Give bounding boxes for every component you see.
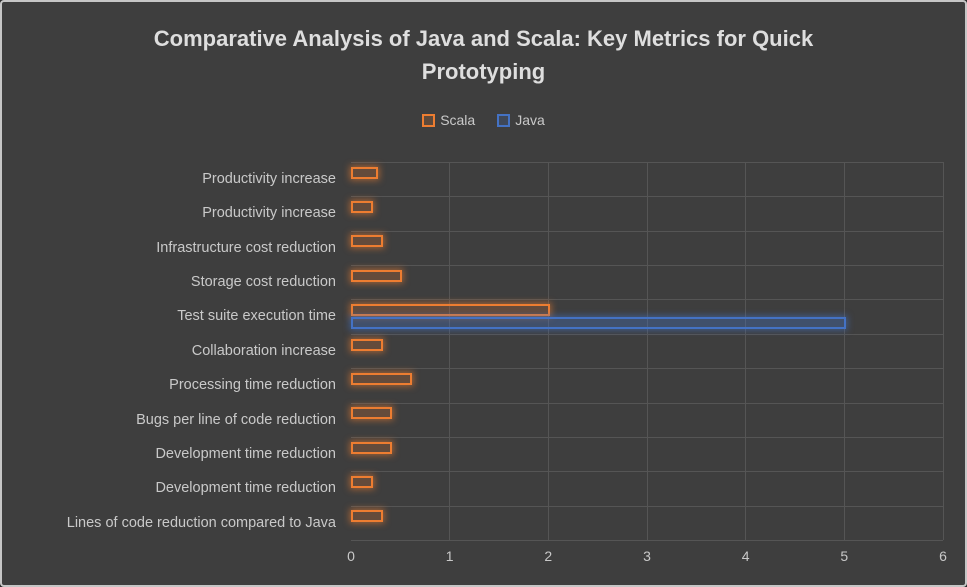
- x-tick-label: 3: [643, 548, 651, 564]
- category-label: Development time reduction: [155, 445, 336, 462]
- legend-item-java[interactable]: Java: [497, 112, 545, 128]
- x-tick-label: 0: [347, 548, 355, 564]
- bar-scala-row8[interactable]: [351, 441, 393, 454]
- category-label: Productivity increase: [202, 205, 336, 222]
- category-label: Infrastructure cost reduction: [156, 239, 336, 256]
- x-tick-label: 1: [445, 548, 454, 564]
- category-label: Development time reduction: [155, 480, 336, 497]
- gridline-v: [942, 162, 944, 540]
- legend: Scala Java: [2, 112, 965, 128]
- category-label: Productivity increase: [202, 171, 336, 187]
- gridline-v: [449, 162, 451, 540]
- x-tick-label: 6: [939, 548, 947, 564]
- scala-series-marker-icon: [422, 113, 436, 127]
- java-series-marker-icon: [497, 113, 511, 127]
- category-axis: Productivity increase Productivity increa…: [2, 162, 336, 540]
- legend-item-scala[interactable]: Scala: [422, 112, 475, 128]
- x-tick-label: 4: [741, 548, 750, 564]
- bar-scala-row3[interactable]: [351, 269, 403, 282]
- gridline-v: [646, 162, 648, 540]
- category-label: Bugs per line of code reduction: [136, 411, 336, 428]
- bar-scala-row5[interactable]: [351, 338, 383, 351]
- bar-scala-row10[interactable]: [351, 510, 383, 523]
- chart-title: Comparative Analysis of Java and Scala: …: [2, 22, 965, 88]
- bar-scala-row0[interactable]: [351, 166, 378, 179]
- bar-scala-row2[interactable]: [351, 235, 383, 248]
- value-axis: 0 1 2 3 4 5 6: [347, 548, 947, 568]
- legend-label-scala: Scala: [440, 112, 476, 128]
- gridline-h: [351, 540, 943, 541]
- plot-area: [351, 162, 944, 541]
- legend-label-java: Java: [515, 112, 545, 128]
- bar-scala-row9[interactable]: [351, 475, 373, 488]
- x-tick-label: 5: [840, 548, 849, 564]
- chart-title-text: Comparative Analysis of Java and Scala: …: [153, 26, 814, 84]
- bar-java-row4[interactable]: [351, 317, 847, 330]
- category-label: Storage cost reduction: [190, 274, 336, 291]
- bar-scala-row1[interactable]: [351, 201, 373, 214]
- x-tick-label: 2: [544, 548, 553, 564]
- bar-scala-row4[interactable]: [351, 304, 551, 317]
- bar-scala-row7[interactable]: [351, 407, 393, 420]
- gridline-v: [547, 162, 549, 540]
- category-label: Test suite execution time: [177, 308, 336, 325]
- bar-scala-row6[interactable]: [351, 372, 413, 385]
- category-label: Lines of code reduction compared to Java: [66, 514, 336, 531]
- gridline-v: [843, 162, 845, 540]
- gridline-v: [745, 162, 747, 540]
- category-label: Collaboration increase: [191, 342, 336, 359]
- category-label: Processing time reduction: [169, 377, 336, 394]
